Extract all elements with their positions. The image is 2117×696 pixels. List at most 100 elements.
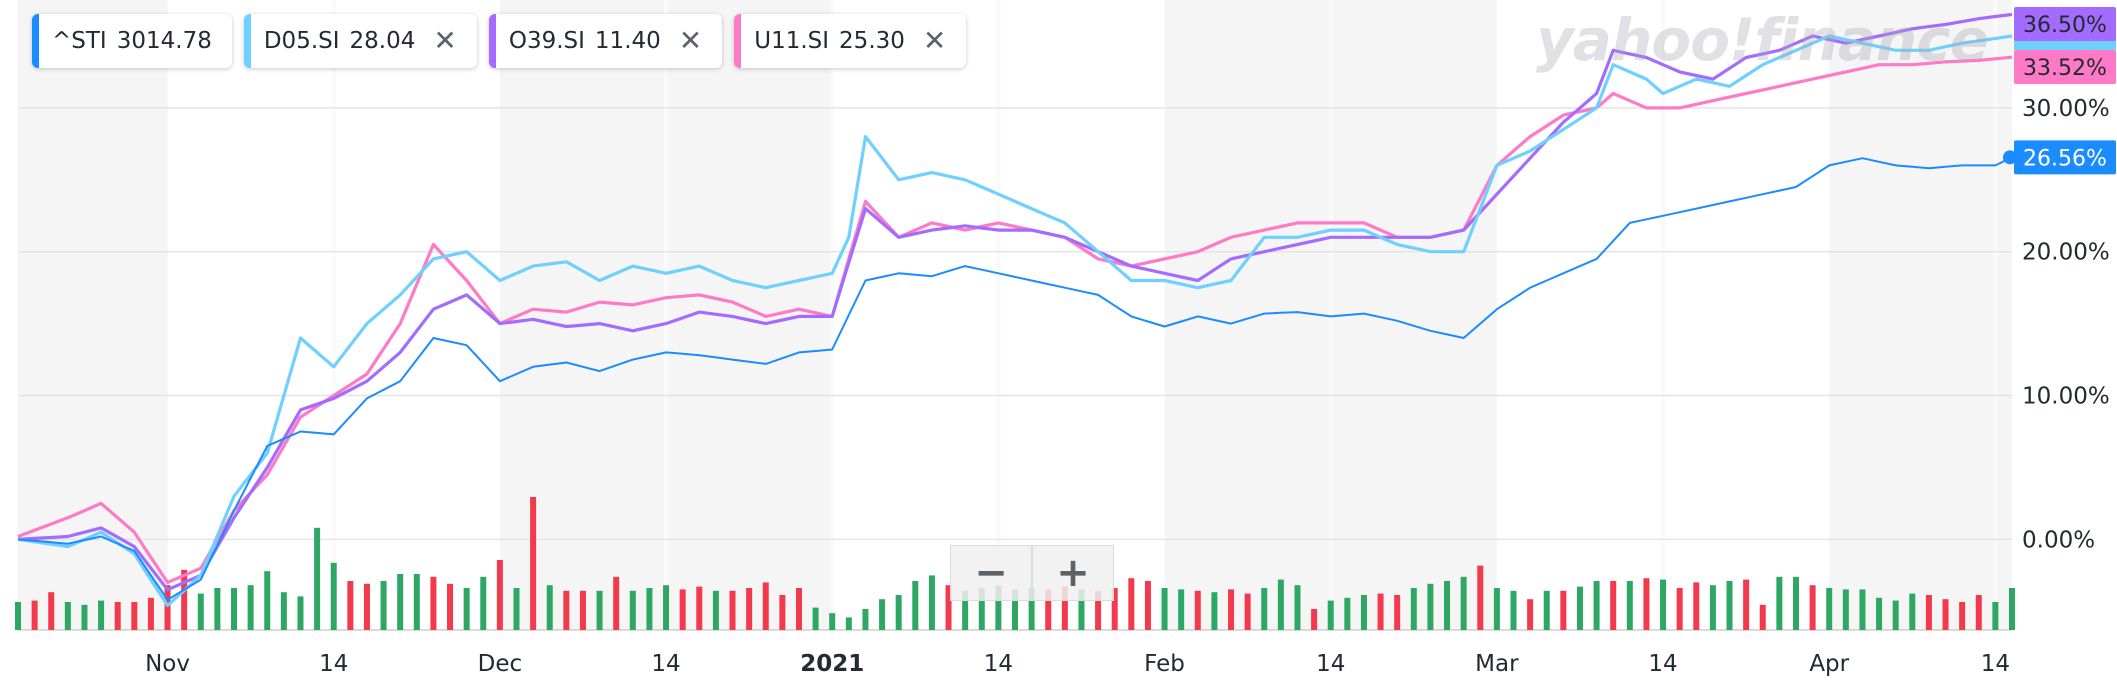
volume-bars	[15, 497, 2015, 630]
volume-bar	[1427, 583, 1434, 630]
volume-bar	[546, 585, 553, 630]
y-tick-label: 10.00%	[2022, 384, 2110, 410]
end-tag-u11si	[2014, 50, 2116, 84]
volume-bar	[264, 571, 271, 630]
close-icon[interactable]: ✕	[922, 24, 947, 57]
volume-bar	[1693, 582, 1700, 630]
volume-bar	[1061, 586, 1068, 630]
legend-chip-d05[interactable]: D05.SI 28.04 ✕	[243, 14, 477, 68]
volume-bar	[447, 583, 454, 630]
y-tick-label: 0.00%	[2022, 527, 2095, 553]
volume-bar	[1444, 581, 1451, 630]
legend-chip-sti[interactable]: ^STI 3014.78	[32, 14, 232, 68]
close-icon[interactable]: ✕	[678, 24, 703, 57]
x-tick-label: 14	[319, 651, 348, 677]
month-band	[1829, 0, 2012, 630]
volume-bar	[1975, 595, 1982, 630]
volume-bar	[962, 590, 969, 630]
series-color-swatch	[32, 14, 39, 68]
volume-bar	[1842, 589, 1849, 630]
volume-bar	[1876, 597, 1883, 630]
volume-bar	[596, 590, 603, 630]
volume-bar	[1311, 609, 1318, 630]
volume-bar	[629, 590, 636, 630]
volume-bar	[1776, 576, 1783, 630]
volume-bar	[31, 600, 38, 630]
series-line-u11si	[17, 55, 2013, 585]
series-line-d05si	[17, 34, 2013, 608]
volume-bar	[1327, 600, 1334, 630]
x-tick-label: 14	[1648, 651, 1677, 677]
volume-bar	[98, 600, 105, 630]
volume-bar	[1261, 588, 1268, 630]
end-tag-sti	[2014, 140, 2116, 175]
volume-bar	[247, 585, 254, 630]
volume-bar	[1377, 593, 1384, 630]
volume-bar	[181, 569, 188, 630]
volume-bar	[1228, 589, 1235, 630]
zoom-in-button[interactable]: +	[1032, 545, 1114, 601]
volume-bar	[812, 607, 819, 630]
volume-bar	[1460, 576, 1467, 630]
volume-bar	[1045, 589, 1052, 630]
volume-bar	[1892, 600, 1899, 630]
volume-bar	[1360, 595, 1367, 630]
volume-bar	[15, 602, 21, 630]
volume-bar	[1477, 565, 1484, 630]
volume-bar	[1111, 588, 1118, 630]
volume-bar	[696, 586, 703, 630]
volume-bar	[945, 585, 952, 630]
close-icon[interactable]: ✕	[433, 24, 457, 57]
legend-chip-o39[interactable]: O39.SI 11.40 ✕	[488, 14, 723, 68]
volume-bar	[1178, 589, 1185, 630]
volume-bar	[1992, 602, 1999, 630]
volume-bar	[1576, 586, 1583, 630]
volume-bar	[912, 581, 919, 630]
volume-bar	[762, 582, 769, 630]
legend-price: 3014.78	[116, 28, 212, 54]
volume-bar	[463, 588, 470, 630]
volume-bar	[1925, 595, 1932, 630]
volume-bar	[995, 585, 1002, 630]
month-band	[18, 0, 168, 630]
volume-bar	[413, 574, 420, 630]
volume-bar	[1909, 593, 1916, 630]
volume-bar	[1726, 581, 1733, 630]
volume-bar	[513, 588, 520, 630]
volume-bar	[862, 609, 869, 630]
volume-bar	[530, 497, 537, 630]
legend-symbol: O39.SI	[508, 28, 585, 54]
series-line-o39si	[17, 12, 2013, 592]
volume-bar	[81, 604, 88, 630]
legend-price: 11.40	[594, 28, 661, 54]
volume-bar	[1959, 602, 1966, 630]
volume-bar	[978, 588, 985, 630]
volume-bar	[147, 597, 154, 630]
volume-bar	[1676, 588, 1683, 630]
x-tick-label: 14	[1316, 651, 1345, 677]
volume-bar	[829, 613, 836, 630]
legend-chip-u11[interactable]: U11.SI 25.30 ✕	[734, 14, 967, 68]
volume-bar	[746, 588, 753, 630]
volume-bar	[579, 590, 586, 630]
end-value-tags: 26.56% 36.50% 33.52%	[2003, 7, 2116, 175]
series-color-swatch	[488, 14, 496, 68]
volume-bar	[1410, 588, 1417, 630]
zoom-out-button[interactable]: −	[950, 545, 1032, 601]
volume-bar	[729, 590, 736, 630]
volume-bar	[496, 560, 503, 630]
legend-symbol: ^STI	[52, 28, 107, 54]
band-separator	[996, 0, 1001, 630]
legend-price: 25.30	[839, 28, 905, 54]
x-tick-label: 2021	[800, 651, 864, 677]
series-color-swatch	[734, 14, 742, 68]
x-tick-label: 14	[984, 651, 1013, 677]
volume-bar	[164, 585, 171, 630]
volume-bar	[1660, 579, 1667, 630]
volume-bar	[48, 592, 55, 630]
volume-bar	[1344, 597, 1351, 630]
volume-bar	[895, 595, 902, 630]
volume-bar	[64, 602, 71, 630]
volume-bar	[845, 617, 852, 630]
